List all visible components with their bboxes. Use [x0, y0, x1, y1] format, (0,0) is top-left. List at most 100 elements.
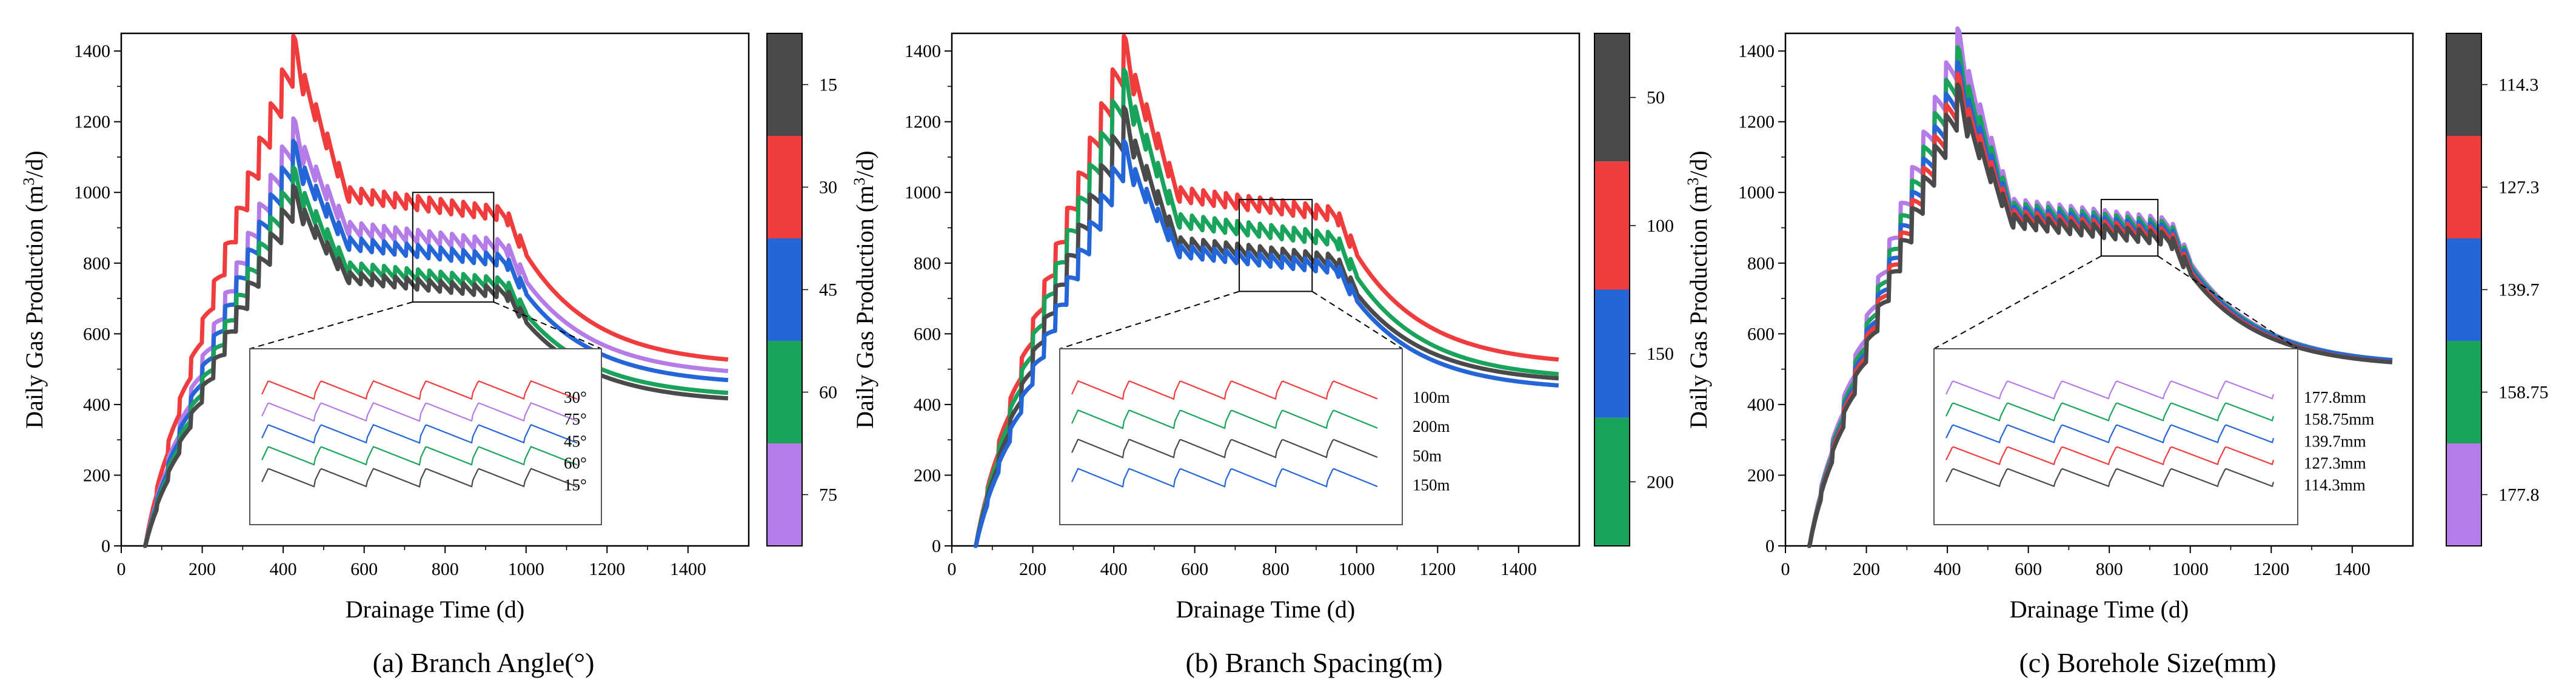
zoom-box: [2100, 198, 2159, 257]
x-tick-label: 1400: [1500, 559, 1537, 579]
y-tick-label: 1200: [905, 112, 941, 132]
colorbar-segment-4: [1594, 417, 1630, 546]
y-tick-label: 400: [1747, 395, 1775, 415]
y-tick-label: 1400: [905, 41, 941, 61]
x-tick-label: 200: [1853, 559, 1880, 579]
y-tick-label: 800: [83, 254, 110, 274]
y-tick-label: 600: [914, 324, 941, 344]
y-tick-label: 1200: [74, 112, 110, 132]
y-tick-label: 1400: [1738, 41, 1775, 61]
inset-series-1: [1071, 380, 1378, 400]
x-tick-label: 800: [432, 559, 459, 579]
colorbar-segment-1: [767, 33, 802, 136]
x-tick-label: 0: [117, 559, 126, 579]
inset-label-4: 150m: [1413, 476, 1450, 494]
colorbar-segment-3: [767, 238, 802, 341]
x-tick-label: 200: [189, 559, 216, 579]
x-tick-label: 1400: [670, 559, 706, 579]
zoom-connector-right: [1311, 291, 1403, 349]
chart-panel-1: 0 200 400 600 800 1000 1200 1400 0 200 400 600 800 10…: [20, 32, 837, 678]
inset-series-2: [261, 402, 578, 422]
x-tick-label: 1200: [2253, 559, 2289, 579]
inset-label-3: 45°: [564, 432, 587, 450]
y-tick-label: 0: [101, 536, 110, 556]
inset-label-3: 50m: [1413, 446, 1442, 465]
x-tick-label: 1200: [1419, 559, 1456, 579]
colorbar-segment-3: [1594, 289, 1630, 418]
inset-series-5: [261, 468, 578, 488]
inset-series-1: [1945, 380, 2275, 400]
inset-series-3: [1945, 424, 2275, 443]
panel-caption: (b) Branch Spacing(m): [1185, 647, 1442, 678]
chart-panel-3: 0 200 400 600 800 1000 1200 1400 0 200 400 600 800 10…: [1684, 26, 2549, 678]
y-tick-label: 600: [83, 324, 110, 344]
x-tick-label: 1200: [589, 559, 625, 579]
y-tick-label: 1200: [1738, 112, 1775, 132]
colorbar-label-4: 200: [1647, 472, 1674, 492]
series-line-3: [972, 105, 1561, 548]
inset-label-1: 100m: [1413, 388, 1450, 406]
zoom-connector-right: [493, 301, 602, 349]
x-tick-label: 600: [1181, 559, 1208, 579]
x-axis-label: Drainage Time (d): [1176, 596, 1356, 623]
inset-series-4: [1071, 468, 1378, 488]
inset-frame: [249, 348, 602, 525]
colorbar-label-5: 177.8: [2498, 485, 2540, 505]
y-tick-label: 1000: [905, 183, 941, 203]
y-axis-label: Daily Gas Production (m3/d): [20, 150, 49, 429]
x-tick-label: 800: [1262, 559, 1290, 579]
inset-series-2: [1945, 402, 2275, 422]
colorbar-segment-3: [2446, 238, 2481, 341]
inset-label-4: 127.3mm: [2304, 454, 2366, 472]
y-tick-label: 200: [1747, 465, 1775, 485]
y-tick-label: 600: [1747, 324, 1775, 344]
inset-series-3: [1071, 439, 1378, 459]
y-tick-label: 200: [83, 465, 110, 485]
x-tick-label: 1000: [508, 559, 544, 579]
y-tick-label: 1000: [74, 183, 110, 203]
x-tick-label: 1400: [2334, 559, 2370, 579]
colorbar-label-2: 127.3: [2498, 178, 2540, 198]
plot-frame: [951, 32, 1581, 547]
y-axis-label: Daily Gas Production (m3/d): [851, 150, 879, 429]
x-tick-label: 400: [270, 559, 297, 579]
colorbar-frame: [1594, 33, 1630, 546]
y-tick-label: 200: [914, 465, 941, 485]
y-tick-label: 1000: [1738, 183, 1775, 203]
inset-frame: [1933, 348, 2298, 525]
x-tick-label: 800: [2096, 559, 2123, 579]
colorbar-frame: [766, 33, 803, 546]
colorbar-segment-2: [767, 136, 802, 238]
zoom-connector-right: [2157, 255, 2298, 349]
x-tick-label: 1000: [1339, 559, 1375, 579]
x-axis-label: Drainage Time (d): [2010, 596, 2189, 623]
colorbar-segment-4: [767, 341, 802, 443]
colorbar-segment-1: [1594, 33, 1630, 162]
inset-label-2: 158.75mm: [2304, 410, 2374, 428]
y-tick-label: 1400: [74, 41, 110, 61]
series-line-2: [142, 116, 730, 548]
panel-caption: (c) Borehole Size(mm): [2019, 647, 2276, 678]
plot-frame: [1784, 32, 2414, 547]
colorbar-label-4: 158.75: [2498, 383, 2549, 403]
colorbar-segment-2: [2446, 136, 2481, 238]
colorbar-label-1: 15: [819, 75, 837, 95]
inset-label-5: 114.3mm: [2304, 476, 2366, 494]
inset-series-2: [1071, 409, 1378, 429]
series-line-1: [972, 33, 1561, 548]
inset-label-5: 15°: [564, 476, 587, 494]
y-tick-label: 400: [83, 395, 110, 415]
inset-series-3: [261, 424, 578, 444]
colorbar-label-1: 114.3: [2498, 75, 2538, 95]
y-tick-label: 800: [1747, 254, 1775, 274]
colorbar-frame: [2446, 33, 2482, 546]
x-tick-label: 200: [1019, 559, 1046, 579]
inset-series-1: [261, 380, 578, 400]
inset-series-4: [1945, 446, 2275, 466]
colorbar-label-5: 75: [819, 485, 837, 505]
x-tick-label: 400: [1934, 559, 1961, 579]
colorbar-label-2: 30: [819, 178, 837, 198]
colorbar-label-1: 50: [1647, 88, 1665, 108]
inset-label-1: 177.8mm: [2304, 388, 2366, 406]
